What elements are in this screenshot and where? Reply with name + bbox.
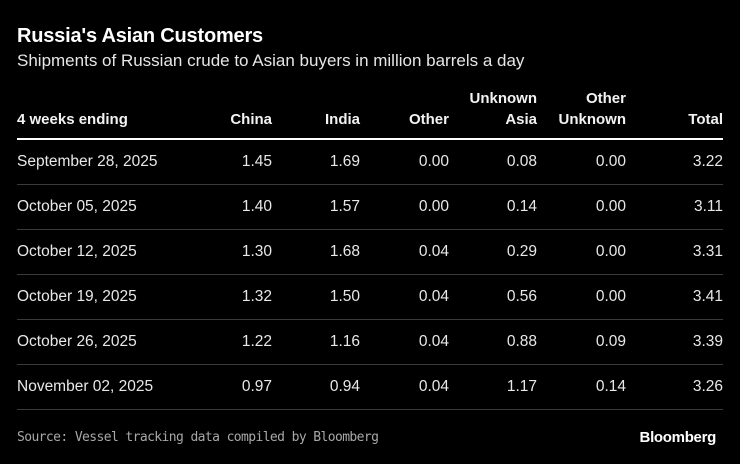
value-cell: 0.88 (449, 319, 537, 365)
value-cell: 1.32 (187, 274, 272, 320)
value-cell: 1.30 (187, 229, 272, 275)
table-row: November 02, 2025 0.97 0.94 0.04 1.17 0.14 3.2… (17, 364, 723, 410)
value-cell: 1.22 (187, 319, 272, 365)
chart-title: Russia's Asian Customers (17, 25, 263, 47)
value-cell: 1.16 (272, 319, 360, 365)
column-header-text: 4 weeks ending (17, 111, 128, 128)
bloomberg-logo: Bloomberg (639, 429, 717, 446)
value-cell: 0.00 (360, 184, 449, 230)
value-cell: 0.08 (449, 139, 537, 185)
table-row: October 26, 2025 1.22 1.16 0.04 0.88 0.09 3.39 (17, 319, 723, 365)
table-row: October 19, 2025 1.32 1.50 0.04 0.56 0.00 3.41 (17, 274, 723, 320)
data-table: 4 weeks ending China India Other Unknown Asia… (17, 88, 723, 410)
column-header: Other Unknown (537, 88, 627, 140)
value-cell: 3.11 (626, 184, 723, 230)
date-cell: October 05, 2025 (17, 184, 187, 230)
column-header-text: Asia (505, 111, 537, 128)
value-cell: 0.09 (537, 319, 626, 365)
value-cell: 0.04 (360, 364, 449, 410)
column-header: China (187, 88, 272, 140)
value-cell: 0.00 (537, 139, 626, 185)
value-cell: 1.69 (272, 139, 360, 185)
value-cell: 3.26 (626, 364, 723, 410)
value-cell: 0.94 (272, 364, 360, 410)
value-cell: 0.00 (537, 274, 626, 320)
column-header: India (272, 88, 360, 140)
column-header-text: Other (585, 90, 626, 107)
column-header: Total (626, 88, 723, 140)
value-cell: 3.39 (626, 319, 723, 365)
value-cell: 0.00 (537, 229, 626, 275)
value-cell: 1.57 (272, 184, 360, 230)
value-cell: 1.17 (449, 364, 537, 410)
value-cell: 0.14 (449, 184, 537, 230)
value-cell: 0.04 (360, 274, 449, 320)
column-header: Other (360, 88, 449, 140)
value-cell: 0.14 (537, 364, 626, 410)
column-header: 4 weeks ending (17, 88, 187, 140)
column-header-text: Other (408, 111, 449, 128)
column-header-text: China (230, 111, 272, 128)
value-cell: 1.68 (272, 229, 360, 275)
date-cell: October 26, 2025 (17, 319, 187, 365)
date-cell: September 28, 2025 (17, 139, 187, 185)
value-cell: 0.29 (449, 229, 537, 275)
value-cell: 0.56 (449, 274, 537, 320)
value-cell: 1.50 (272, 274, 360, 320)
value-cell: 1.40 (187, 184, 272, 230)
header-row: 4 weeks ending China India Other Unknown Asia… (17, 88, 723, 140)
value-cell: 0.04 (360, 229, 449, 275)
column-header-text: Total (688, 111, 723, 128)
value-cell: 3.31 (626, 229, 723, 275)
column-header-text: Unknown (469, 90, 538, 107)
source-note: Source: Vessel tracking data compiled by… (17, 430, 379, 445)
value-cell: 0.00 (537, 184, 626, 230)
column-header-text: India (324, 111, 360, 128)
column-header: Unknown Asia (449, 88, 538, 140)
value-cell: 3.41 (626, 274, 723, 320)
table-row: October 05, 2025 1.40 1.57 0.00 0.14 0.00 3.11 (17, 184, 723, 230)
table-row: October 12, 2025 1.30 1.68 0.04 0.29 0.00 3.31 (17, 229, 723, 275)
chart-subtitle: Shipments of Russian crude to Asian buye… (17, 51, 525, 70)
value-cell: 1.45 (187, 139, 272, 185)
value-cell: 0.04 (360, 319, 449, 365)
date-cell: October 19, 2025 (17, 274, 187, 320)
value-cell: 0.00 (360, 139, 449, 185)
value-cell: 0.97 (187, 364, 272, 410)
value-cell: 3.22 (626, 139, 723, 185)
table-row: September 28, 2025 1.45 1.69 0.00 0.08 0.00 3.… (17, 139, 723, 185)
date-cell: November 02, 2025 (17, 364, 187, 410)
date-cell: October 12, 2025 (17, 229, 187, 275)
column-header-text: Unknown (558, 111, 627, 128)
